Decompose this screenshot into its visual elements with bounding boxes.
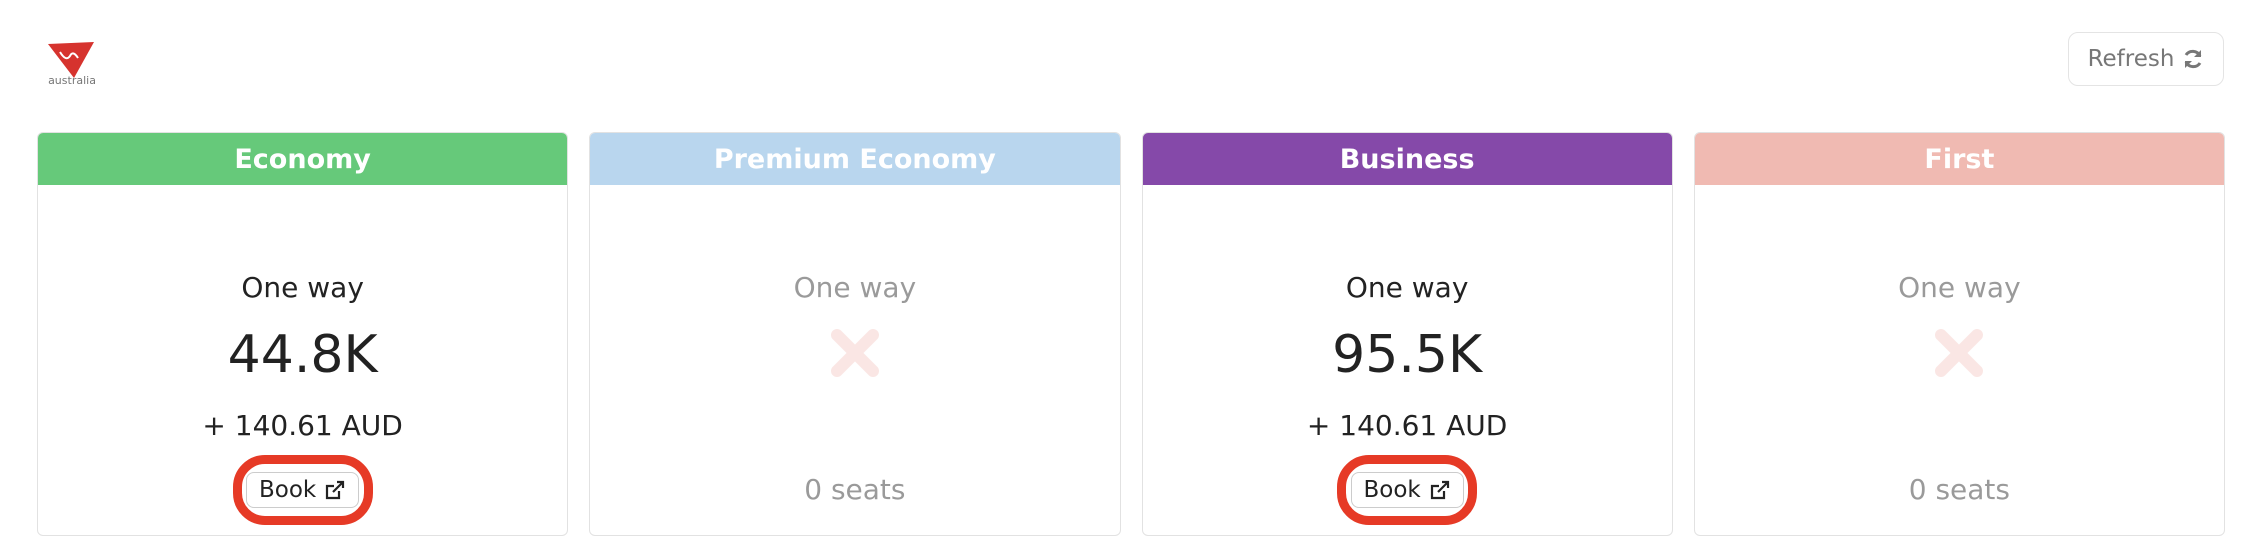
- highlight-ring: Book: [232, 455, 373, 525]
- refresh-label: Refresh: [2087, 46, 2175, 72]
- cabin-header: First: [1694, 133, 2224, 185]
- cabin-header: Premium Economy: [590, 133, 1120, 185]
- trip-type: One way: [241, 271, 364, 304]
- unavailable-icon: [830, 329, 879, 377]
- logo-text: australia: [48, 74, 96, 87]
- cash-fee: + 140.61 AUD: [1306, 409, 1508, 442]
- book-button[interactable]: Book: [246, 472, 360, 508]
- cash-fee: + 140.61 AUD: [202, 409, 403, 442]
- book-button[interactable]: Book: [1350, 472, 1464, 508]
- book-label: Book: [1363, 477, 1421, 503]
- external-link-icon: [1430, 480, 1449, 500]
- points-price: 44.8K: [227, 325, 378, 385]
- refresh-button[interactable]: Refresh: [2068, 32, 2224, 86]
- cabin-header: Business: [1142, 133, 1672, 185]
- logo: [48, 42, 94, 78]
- refresh-icon: [2185, 49, 2202, 69]
- cabin-card: Premium Economy One way 0 seats: [589, 132, 1121, 536]
- trip-type: One way: [793, 271, 917, 304]
- cabin-header: Economy: [38, 133, 568, 185]
- card-body: One way 0 seats: [1695, 185, 2224, 535]
- trip-type: One way: [1345, 271, 1469, 304]
- book-label: Book: [259, 477, 317, 503]
- trip-type: One way: [1898, 271, 2021, 304]
- cabin-card: First One way 0 seats: [1693, 132, 2225, 536]
- seat-count: 0 seats: [1908, 473, 2010, 506]
- highlight-ring: Book: [1337, 455, 1478, 525]
- external-link-icon: [326, 480, 345, 500]
- seat-count: 0 seats: [804, 473, 906, 506]
- points-price: 95.5K: [1332, 325, 1483, 385]
- unavailable-icon: [1935, 329, 1984, 377]
- card-body: One way 0 seats: [590, 185, 1119, 535]
